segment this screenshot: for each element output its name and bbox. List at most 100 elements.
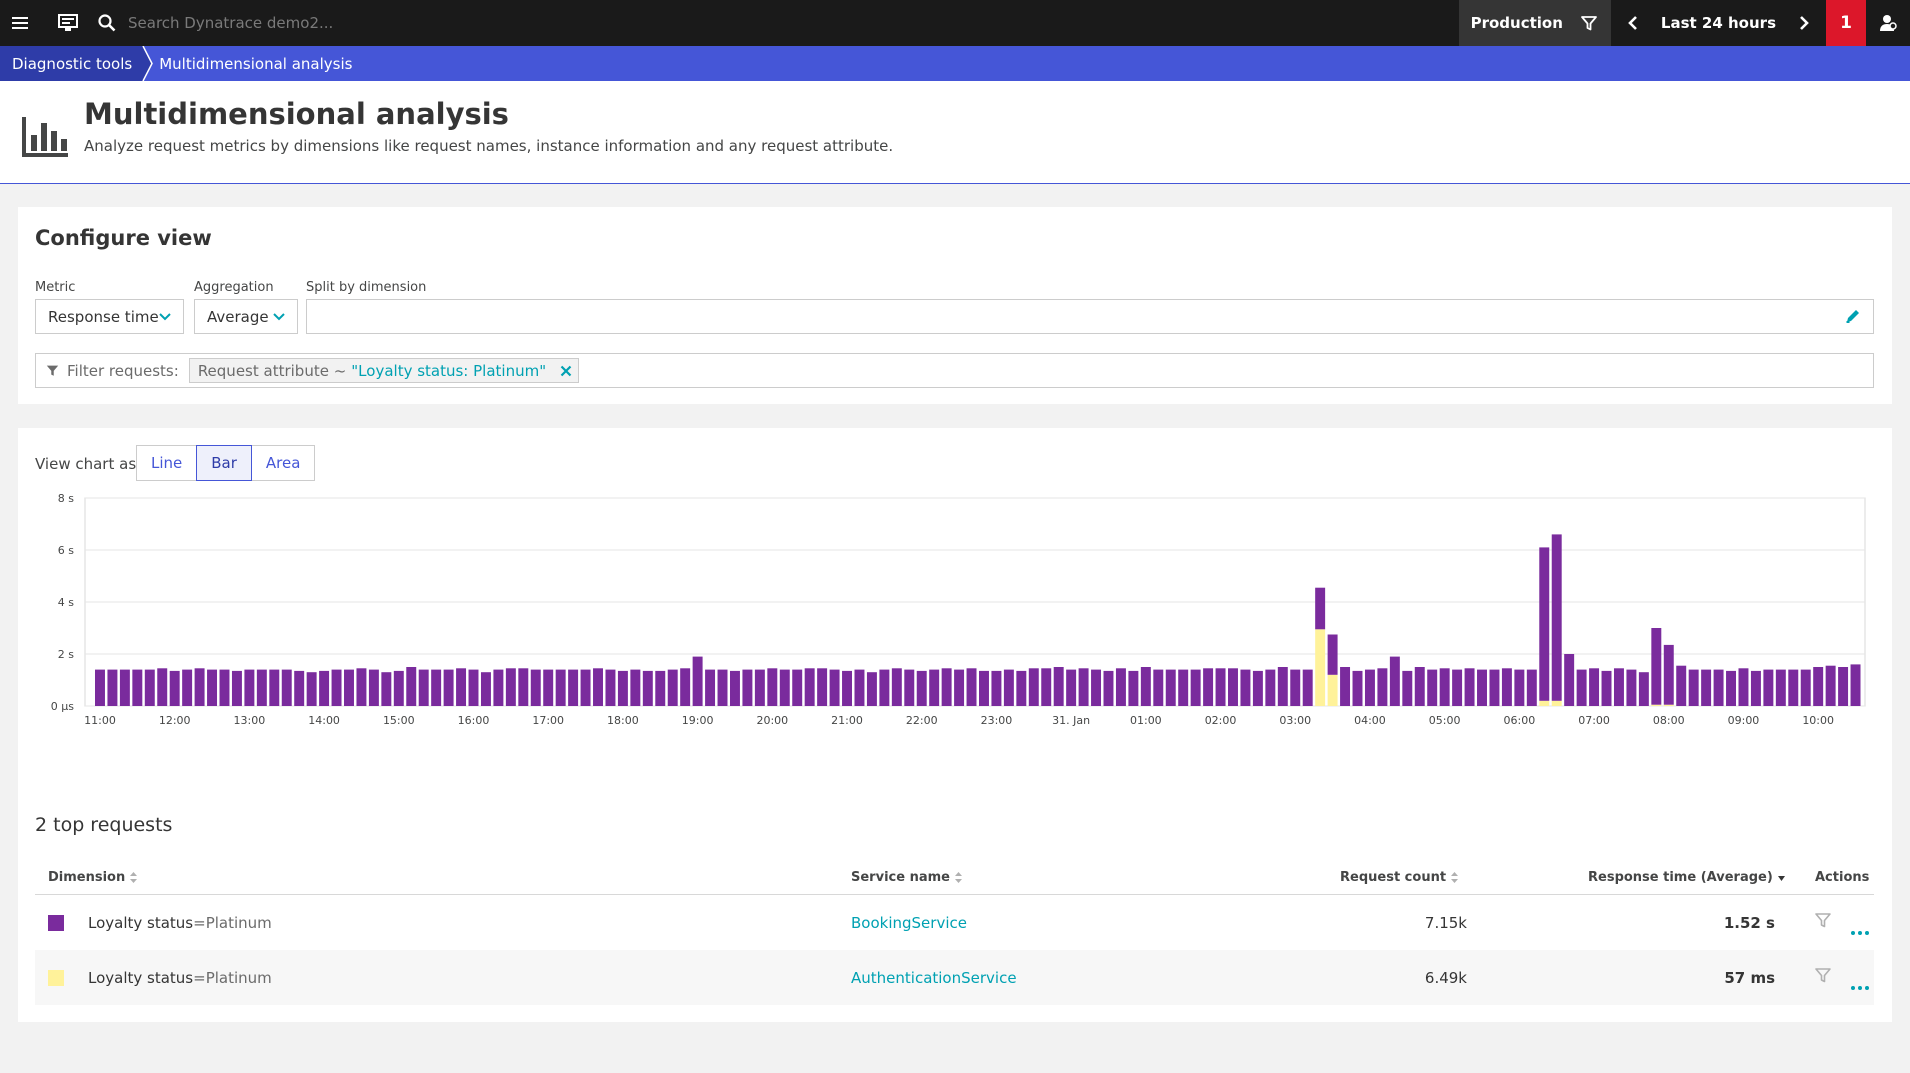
bar-booking-service[interactable] <box>991 670 1002 706</box>
bar-booking-service[interactable] <box>1663 644 1674 705</box>
bar-booking-service[interactable] <box>705 669 716 706</box>
bar-booking-service[interactable] <box>1016 670 1027 706</box>
bar-booking-service[interactable] <box>157 668 168 706</box>
filter-requests-bar[interactable]: Filter requests: Request attribute ~ "Lo… <box>35 353 1874 388</box>
table-row[interactable]: Loyalty status=Platinum BookingService 7… <box>35 895 1874 950</box>
bar-booking-service[interactable] <box>1489 669 1500 706</box>
bar-booking-service[interactable] <box>194 668 205 706</box>
bar-booking-service[interactable] <box>95 669 105 706</box>
bar-booking-service[interactable] <box>842 670 853 706</box>
environment-filter-button[interactable]: Production <box>1458 0 1611 46</box>
bar-booking-service[interactable] <box>381 672 392 706</box>
bar-booking-service[interactable] <box>406 667 417 706</box>
bar-booking-service[interactable] <box>319 670 330 706</box>
bar-booking-service[interactable] <box>630 669 641 706</box>
bar-booking-service[interactable] <box>1775 669 1786 706</box>
dashboard-icon[interactable] <box>48 0 88 46</box>
filter-action-icon[interactable] <box>1815 912 1831 932</box>
bar-booking-service[interactable] <box>555 669 566 706</box>
bar-booking-service[interactable] <box>1477 669 1487 706</box>
service-name-link[interactable]: BookingService <box>851 914 967 932</box>
bar-booking-service[interactable] <box>729 670 740 706</box>
bar-booking-service[interactable] <box>393 670 404 706</box>
bar-booking-service[interactable] <box>1526 669 1537 706</box>
metric-select[interactable]: Response time <box>35 299 184 334</box>
bar-booking-service[interactable] <box>941 668 952 706</box>
bar-booking-service[interactable] <box>456 668 467 706</box>
bar-booking-service[interactable] <box>1439 668 1450 706</box>
bar-booking-service[interactable] <box>182 669 193 706</box>
bar-booking-service[interactable] <box>1427 669 1438 706</box>
bar-auth-service[interactable] <box>1315 629 1326 706</box>
bar-auth-service[interactable] <box>1651 704 1662 706</box>
bar-booking-service[interactable] <box>1464 668 1475 706</box>
bar-booking-service[interactable] <box>244 669 255 706</box>
bar-booking-service[interactable] <box>1788 669 1799 706</box>
bar-booking-service[interactable] <box>1364 669 1375 706</box>
bar-booking-service[interactable] <box>1589 668 1600 706</box>
bar-booking-service[interactable] <box>294 670 305 706</box>
bar-booking-service[interactable] <box>1738 668 1749 706</box>
bar-auth-service[interactable] <box>1327 674 1338 706</box>
bar-booking-service[interactable] <box>1701 669 1712 706</box>
bar-booking-service[interactable] <box>667 669 678 706</box>
bar-booking-service[interactable] <box>1688 669 1699 706</box>
bar-booking-service[interactable] <box>1178 669 1189 706</box>
bar-booking-service[interactable] <box>642 670 653 706</box>
bar-auth-service[interactable] <box>1539 700 1550 706</box>
bar-booking-service[interactable] <box>954 669 965 706</box>
bar-booking-service[interactable] <box>543 669 554 706</box>
bar-booking-service[interactable] <box>804 668 815 706</box>
bar-booking-service[interactable] <box>1813 667 1824 706</box>
filter-action-icon[interactable] <box>1815 967 1831 987</box>
bar-booking-service[interactable] <box>605 669 616 706</box>
bar-booking-service[interactable] <box>1576 669 1587 706</box>
bar-booking-service[interactable] <box>231 670 242 706</box>
bar-booking-service[interactable] <box>1676 665 1687 706</box>
search-input[interactable] <box>128 14 528 32</box>
bar-booking-service[interactable] <box>1041 668 1052 706</box>
bar-booking-service[interactable] <box>829 669 840 706</box>
service-name-link[interactable]: AuthenticationService <box>851 969 1017 987</box>
bar-booking-service[interactable] <box>1452 669 1463 706</box>
user-menu-button[interactable] <box>1866 0 1910 46</box>
bar-booking-service[interactable] <box>1626 669 1637 706</box>
bar-booking-service[interactable] <box>431 669 442 706</box>
bar-booking-service[interactable] <box>256 669 267 706</box>
bar-booking-service[interactable] <box>1302 669 1313 706</box>
bar-booking-service[interactable] <box>443 669 454 706</box>
column-header-request-count[interactable]: Request count <box>1340 870 1459 885</box>
menu-icon[interactable] <box>0 0 40 46</box>
bar-booking-service[interactable] <box>1539 547 1550 701</box>
bar-booking-service[interactable] <box>680 668 691 706</box>
bar-booking-service[interactable] <box>779 669 790 706</box>
bar-booking-service[interactable] <box>854 669 865 706</box>
bar-booking-service[interactable] <box>593 668 603 706</box>
bar-booking-service[interactable] <box>1290 669 1301 706</box>
bar-booking-service[interactable] <box>1389 656 1400 706</box>
bar-booking-service[interactable] <box>107 669 118 706</box>
bar-booking-service[interactable] <box>281 669 292 706</box>
bar-booking-service[interactable] <box>580 669 591 706</box>
split-by-dimension-input[interactable] <box>306 299 1874 334</box>
bar-booking-service[interactable] <box>1053 667 1064 706</box>
bar-auth-service[interactable] <box>1663 704 1674 706</box>
bar-booking-service[interactable] <box>1414 667 1425 706</box>
bar-booking-service[interactable] <box>891 668 902 706</box>
bar-booking-service[interactable] <box>468 669 479 706</box>
chart-type-line-button[interactable]: Line <box>136 445 198 481</box>
bar-booking-service[interactable] <box>1140 667 1151 706</box>
aggregation-select[interactable]: Average <box>194 299 298 334</box>
bar-booking-service[interactable] <box>269 669 280 706</box>
bar-booking-service[interactable] <box>169 670 180 706</box>
table-row[interactable]: Loyalty status=Platinum AuthenticationSe… <box>35 950 1874 1005</box>
bar-booking-service[interactable] <box>1825 665 1836 706</box>
bar-booking-service[interactable] <box>1514 669 1525 706</box>
more-actions-icon[interactable] <box>1851 921 1869 939</box>
bar-booking-service[interactable] <box>1763 669 1774 706</box>
bar-booking-service[interactable] <box>530 669 541 706</box>
bar-booking-service[interactable] <box>480 672 491 706</box>
bar-booking-service[interactable] <box>306 672 317 706</box>
more-actions-icon[interactable] <box>1851 976 1869 994</box>
bar-booking-service[interactable] <box>692 656 703 706</box>
